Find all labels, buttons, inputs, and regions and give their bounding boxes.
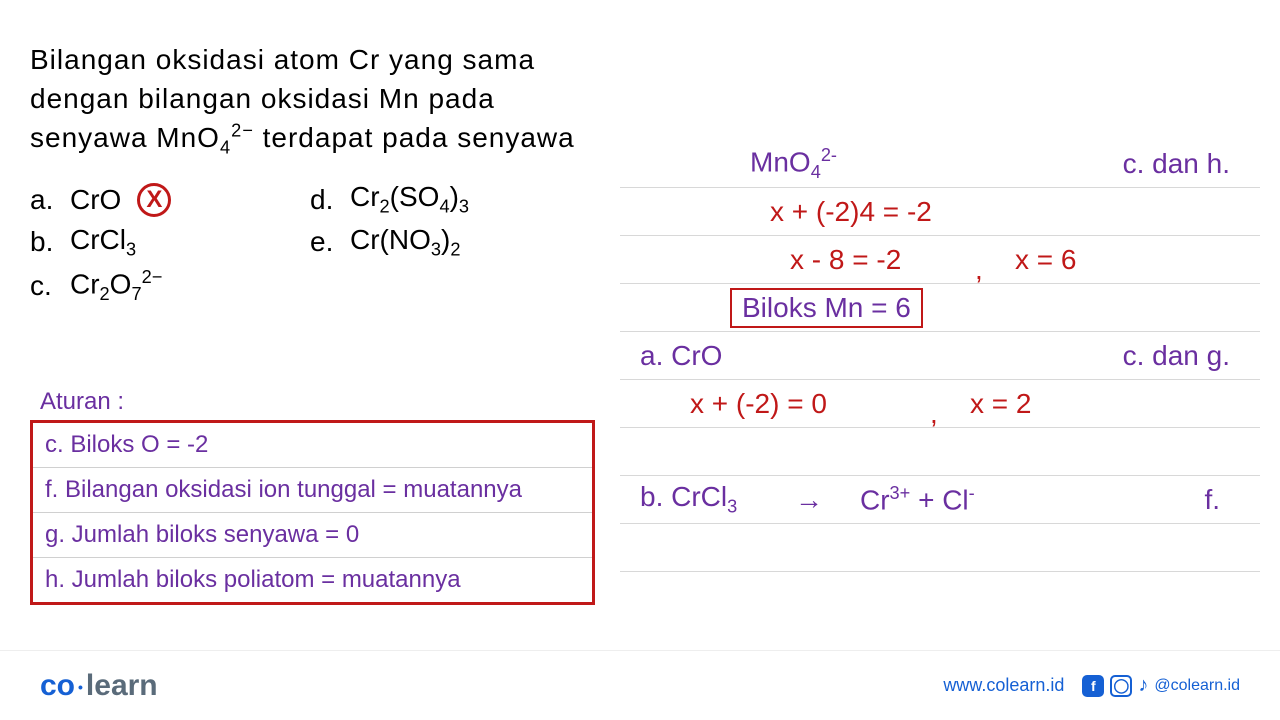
aturan-label: Aturan :: [40, 388, 124, 416]
biloks-mn-box: Biloks Mn = 6: [730, 288, 923, 328]
work-a-label: a. CrO: [640, 340, 722, 372]
option-e-letter: e.: [310, 226, 350, 258]
instagram-icon: ◯: [1110, 675, 1132, 697]
x-mark-icon: X: [137, 183, 171, 217]
arrow-icon: →: [795, 484, 823, 516]
eq2-right: x = 6: [1015, 244, 1076, 276]
rules-box: c. Biloks O = -2 f. Bilangan oksidasi io…: [30, 420, 595, 605]
footer-url: www.colearn.id: [943, 675, 1064, 696]
work-b-products: Cr3+ + Cl-: [860, 483, 975, 516]
eq1: x + (-2)4 = -2: [770, 196, 932, 228]
option-b-letter: b.: [30, 226, 70, 258]
option-b-formula: CrCl3: [70, 224, 136, 261]
social-icons: f ◯ ♪ @colearn.id: [1082, 674, 1240, 697]
rule-ref-f: f.: [1204, 484, 1220, 516]
mno4-formula: MnO42-: [750, 145, 837, 183]
footer: co•learn www.colearn.id f ◯ ♪ @colearn.i…: [0, 650, 1280, 720]
option-a-letter: a.: [30, 184, 70, 216]
rule-ref-ch: c. dan h.: [1123, 148, 1230, 180]
rule-f: f. Bilangan oksidasi ion tunggal = muata…: [33, 468, 592, 513]
options-list: a. CrO X d. Cr2(SO4)3 b. CrCl3 e. Cr(NO3…: [30, 181, 600, 304]
rule-ref-cg: c. dan g.: [1123, 340, 1230, 372]
rule-g: g. Jumlah biloks senyawa = 0: [33, 513, 592, 558]
option-e-formula: Cr(NO3)2: [350, 224, 460, 261]
facebook-icon: f: [1082, 675, 1104, 697]
rule-h: h. Jumlah biloks poliatom = muatannya: [33, 558, 592, 602]
work-a-comma: ,: [930, 398, 938, 430]
social-handle: @colearn.id: [1154, 677, 1240, 695]
tiktok-icon: ♪: [1138, 674, 1148, 697]
handwritten-work: MnO42- c. dan h. x + (-2)4 = -2 x - 8 = …: [620, 140, 1260, 572]
option-d-formula: Cr2(SO4)3: [350, 181, 469, 218]
option-d-letter: d.: [310, 184, 350, 216]
option-a-formula: CrO: [70, 184, 121, 216]
work-b-label: b. CrCl3: [640, 481, 737, 518]
rule-c: c. Biloks O = -2: [33, 423, 592, 468]
option-c-formula: Cr2O72−: [70, 267, 162, 305]
work-a-eq-right: x = 2: [970, 388, 1031, 420]
option-c-letter: c.: [30, 270, 70, 302]
question-text: Bilangan oksidasi atom Cr yang sama deng…: [30, 40, 600, 161]
eq2-comma: ,: [975, 254, 983, 286]
eq2-left: x - 8 = -2: [790, 244, 901, 276]
logo: co•learn: [40, 669, 158, 703]
work-a-eq-left: x + (-2) = 0: [690, 388, 827, 420]
